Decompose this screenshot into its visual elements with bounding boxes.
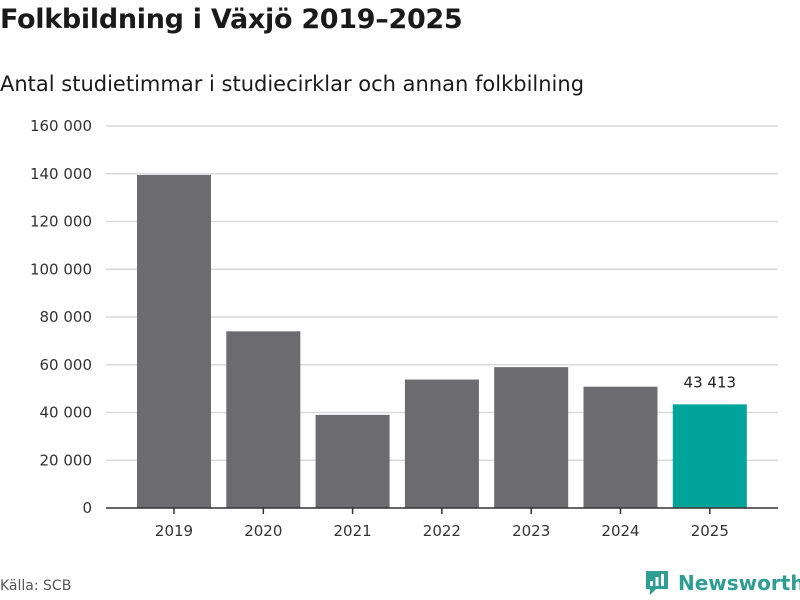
data-labels: 43 413 <box>684 373 737 391</box>
x-tick-label: 2025 <box>691 522 729 540</box>
x-tick-label: 2019 <box>155 522 193 540</box>
x-tick-label: 2020 <box>244 522 282 540</box>
y-tick-label: 40 000 <box>40 404 93 422</box>
y-tick-label: 60 000 <box>40 356 93 374</box>
y-tick-label: 140 000 <box>30 165 92 183</box>
data-label: 43 413 <box>684 373 737 391</box>
newsworthy-logo: Newsworthy <box>644 569 800 597</box>
y-tick-label: 20 000 <box>40 451 93 469</box>
chart-subtitle: Antal studietimmar i studiecirklar och a… <box>0 72 585 96</box>
y-axis-ticks: 0 20 000 40 000 60 000 80 000 100 000 120 000 1… <box>30 117 92 517</box>
bar-2023 <box>494 367 569 508</box>
x-tick-label: 2023 <box>512 522 550 540</box>
y-tick-label: 160 000 <box>30 117 92 135</box>
newsworthy-logo-text: Newsworthy <box>678 571 800 595</box>
bar-2021 <box>315 414 390 508</box>
y-tick-label: 120 000 <box>30 213 92 231</box>
bar-2019 <box>137 174 211 508</box>
y-tick-label: 0 <box>82 499 92 517</box>
gridlines <box>106 125 778 461</box>
x-tick-label: 2021 <box>334 522 372 540</box>
bars <box>137 174 747 508</box>
bar-2020 <box>226 331 301 508</box>
x-axis-ticks: 2019 2020 2021 2022 2023 2024 2025 <box>155 508 729 540</box>
y-tick-label: 80 000 <box>40 308 93 326</box>
chart-title: Folkbildning i Växjö 2019–2025 <box>0 4 463 35</box>
newsworthy-logo-icon <box>646 571 668 595</box>
bar-2022 <box>404 379 479 508</box>
x-tick-label: 2024 <box>601 522 639 540</box>
source-note: Källa: SCB <box>0 578 72 594</box>
x-tick-label: 2022 <box>423 522 461 540</box>
bar-2024 <box>583 386 658 508</box>
y-tick-label: 100 000 <box>30 260 92 278</box>
bar-2025 <box>672 404 747 508</box>
